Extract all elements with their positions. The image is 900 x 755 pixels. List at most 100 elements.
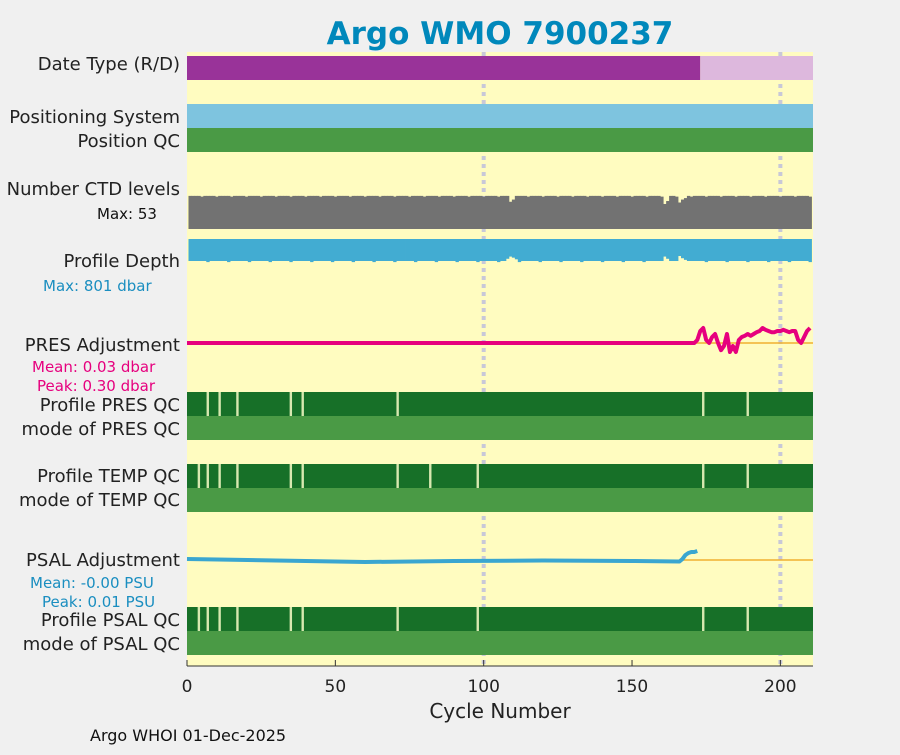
profile-temp-qc-band-gap	[218, 464, 221, 488]
label-positioning-system: Positioning System	[9, 107, 180, 128]
ctd-levels-bar	[660, 196, 664, 229]
ctd-levels-bar	[719, 196, 723, 229]
ctd-levels-bar	[333, 196, 338, 229]
profile-depth-bar	[396, 239, 400, 261]
profile-depth-bar	[550, 239, 554, 261]
profile-depth-bar	[271, 239, 275, 261]
figure-title: Argo WMO 7900237	[327, 16, 674, 52]
ctd-levels-bar	[787, 195, 792, 229]
profile-depth-bar	[283, 239, 287, 261]
adjustment-lines	[186, 326, 813, 564]
pres-peak-label: Peak: 0.30 dbar	[37, 377, 156, 395]
profile-depth-bar	[553, 239, 557, 261]
profile-depth-bar	[663, 239, 667, 257]
profile-depth-bar	[295, 239, 299, 261]
row-sublabels: Max: 53 Max: 801 dbar Mean: 0.03 dbar Pe…	[30, 205, 157, 611]
profile-depth-bar	[319, 239, 323, 261]
profile-depth-bar	[188, 239, 192, 261]
ctd-levels-bar	[737, 195, 741, 229]
profile-depth-bar	[728, 239, 732, 261]
ctd-levels-bar	[200, 196, 204, 229]
profile-depth-bar	[419, 239, 424, 261]
ctd-levels-bar	[244, 196, 249, 229]
profile-pres-qc-band-gap	[746, 392, 749, 416]
ctd-levels-bar	[764, 196, 768, 229]
profile-depth-bar	[648, 239, 652, 261]
profile-depth-bar	[517, 239, 522, 263]
ctd-max-label: Max: 53	[97, 205, 157, 223]
profile-depth-bar	[464, 239, 468, 261]
ctd-levels-bar	[345, 195, 350, 229]
profile-depth-bar	[497, 239, 501, 263]
profile-depth-bar	[556, 239, 560, 261]
ctd-levels-bar	[461, 195, 465, 229]
ctd-levels-bar	[247, 195, 252, 229]
ctd-levels-bar	[692, 195, 697, 229]
profile-depth-bar	[772, 239, 777, 261]
profile-depth-bar	[737, 239, 741, 261]
ctd-levels-bar	[725, 195, 729, 229]
ctd-levels-bar	[378, 196, 382, 229]
profile-depth-bar	[327, 239, 332, 261]
profile-depth-bar	[502, 239, 507, 261]
profile-depth-bar	[672, 239, 676, 261]
profile-depth-bar	[313, 239, 317, 261]
ctd-levels-bar	[393, 196, 397, 229]
profile-depth-bar	[740, 239, 744, 261]
ctd-levels-bar	[586, 196, 590, 229]
ctd-levels-bar	[761, 195, 765, 229]
ctd-levels-bar	[559, 195, 563, 229]
ctd-levels-bar	[464, 195, 468, 229]
profile-depth-bar	[298, 239, 302, 261]
ctd-levels-bar	[651, 195, 655, 229]
profile-temp-qc-band-gap	[746, 464, 749, 488]
ctd-levels-bar	[238, 195, 243, 229]
ctd-levels-bar	[265, 195, 269, 229]
profile-depth-bar	[630, 239, 634, 261]
profile-depth-bar	[253, 239, 258, 261]
profile-depth-bar	[232, 239, 237, 261]
profile-depth-bar	[769, 239, 774, 261]
profile-temp-qc-band-gap	[702, 464, 705, 488]
profile-depth-bar	[725, 239, 729, 263]
ctd-levels-bar	[514, 195, 519, 229]
profile-depth-bar	[627, 239, 631, 261]
ctd-levels-bar	[698, 195, 703, 229]
profile-depth-bar	[591, 239, 596, 261]
ctd-levels-bar	[197, 195, 201, 229]
ctd-levels-bar	[449, 195, 453, 229]
ctd-levels-bar	[387, 195, 391, 229]
profile-depth-bar	[710, 239, 715, 261]
ctd-levels-bar	[485, 195, 489, 229]
profile-depth-bar	[535, 239, 539, 261]
ctd-levels-bar	[425, 195, 430, 229]
profile-temp-qc-band	[187, 464, 813, 488]
profile-depth-bar	[375, 239, 379, 261]
ctd-levels-bar	[784, 195, 789, 229]
profile-depth-bar	[235, 239, 240, 261]
ctd-levels-bar	[713, 195, 717, 229]
ctd-levels-bar	[790, 195, 795, 229]
profile-depth-bar	[775, 239, 780, 261]
profile-depth-bar	[752, 239, 756, 261]
ctd-levels-bar	[422, 196, 427, 229]
profile-depth-bar	[470, 239, 474, 261]
ctd-levels-bar	[663, 203, 667, 229]
profile-depth-bar	[523, 239, 528, 261]
x-tick-label: 150	[616, 677, 648, 697]
ctd-levels-bar	[695, 195, 700, 229]
ctd-levels-bar	[458, 195, 462, 229]
profile-depth-bar	[743, 239, 747, 261]
ctd-levels-bar	[298, 195, 302, 229]
profile-depth-bar	[491, 239, 495, 261]
profile-depth-bar	[247, 239, 252, 263]
ctd-levels-bar	[731, 195, 735, 229]
profile-depth-bar	[633, 239, 637, 261]
profile-depth-bar	[221, 239, 225, 261]
ctd-levels-bar	[743, 195, 747, 229]
label-mode-temp-qc: mode of TEMP QC	[19, 490, 180, 511]
ctd-levels-bar	[544, 195, 548, 229]
profile-depth-bar	[265, 239, 269, 261]
ctd-levels-bar	[473, 195, 477, 229]
profile-depth-bar	[642, 239, 646, 263]
